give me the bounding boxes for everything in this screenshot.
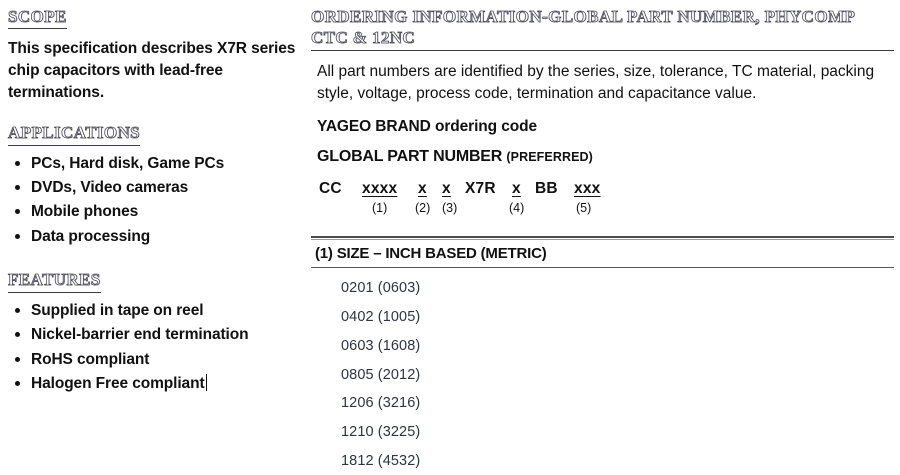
code-segment-x7r: X7R — [465, 180, 496, 198]
yageo-brand-line: YAGEO BRAND ordering code — [317, 118, 894, 136]
list-item: Mobile phones — [8, 200, 297, 224]
code-segment-size: xxxx — [362, 180, 398, 198]
code-callout-1: (1) — [372, 201, 388, 216]
preferred-note: (PREFERRED) — [506, 150, 593, 165]
global-part-number-label: GLOBAL PART NUMBER — [317, 148, 503, 166]
code-segment-cc: CC — [319, 180, 342, 198]
text-cursor — [205, 374, 207, 392]
global-part-number-line: GLOBAL PART NUMBER (PREFERRED) — [317, 148, 894, 166]
applications-heading: APPLICATIONS — [8, 122, 141, 146]
table-top-rule — [311, 236, 894, 241]
list-item: Data processing — [8, 225, 297, 249]
list-item-label: PCs, Hard disk, Game PCs — [31, 154, 225, 172]
code-segment-tc: x — [442, 180, 451, 198]
size-list: 0201 (0603) 0402 (1005) 0603 (1608) 0805… — [311, 268, 894, 475]
list-item-label: Mobile phones — [31, 203, 139, 221]
features-list: Supplied in tape on reel Nickel-barrier … — [8, 299, 297, 397]
right-column: ORDERING INFORMATION-GLOBAL PART NUMBER,… — [305, 0, 900, 469]
table-header-rule — [311, 267, 894, 269]
applications-list: PCs, Hard disk, Game PCs DVDs, Video cam… — [8, 152, 297, 250]
list-item: Supplied in tape on reel — [8, 299, 297, 323]
table-row: 0201 (0603) — [341, 280, 421, 297]
code-segment-pack: x — [512, 180, 521, 198]
code-segment-tol: x — [418, 180, 427, 198]
table-row: 0402 (1005) — [341, 309, 421, 326]
table-row: 0603 (1608) — [341, 337, 421, 354]
yageo-brand-label: YAGEO BRAND — [317, 118, 431, 136]
code-callout-4: (4) — [509, 201, 525, 216]
scope-body: This specification describes X7R series … — [8, 40, 296, 102]
list-item: Nickel-barrier end termination — [8, 323, 297, 347]
ordering-information-heading: ORDERING INFORMATION-GLOBAL PART NUMBER,… — [311, 6, 894, 51]
ordering-code-label: ordering code — [430, 118, 538, 136]
ordering-intro-text: All part numbers are identified by the s… — [317, 62, 875, 102]
code-segment-bb: BB — [535, 180, 558, 198]
table-row: 1812 (4532) — [341, 452, 421, 469]
code-callout-2: (2) — [415, 201, 431, 216]
spacer — [8, 249, 297, 269]
list-item: DVDs, Video cameras — [8, 176, 297, 200]
features-heading: FEATURES — [8, 269, 101, 293]
left-column: SCOPE This specification describes X7R s… — [0, 0, 305, 446]
list-item-label: Halogen Free compliant — [31, 375, 205, 393]
code-callout-3: (3) — [442, 201, 458, 216]
table-row: 0805 (2012) — [341, 366, 421, 383]
size-table: (1) SIZE – INCH BASED (METRIC) 0201 (060… — [311, 236, 894, 475]
scope-heading: SCOPE — [8, 6, 67, 30]
list-item: RoHS compliant — [8, 348, 297, 372]
spacer — [8, 104, 297, 122]
list-item-label: DVDs, Video cameras — [31, 178, 189, 196]
list-item: PCs, Hard disk, Game PCs — [8, 152, 297, 176]
code-segment-cap: xxx — [574, 180, 601, 198]
code-callout-5: (5) — [576, 201, 592, 216]
table-header: (1) SIZE – INCH BASED (METRIC) — [315, 245, 547, 263]
list-item-label: Nickel-barrier end termination — [31, 326, 249, 344]
list-item: Halogen Free compliant — [8, 372, 297, 396]
table-row: 1210 (3225) — [341, 423, 421, 440]
table-row: 1206 (3216) — [341, 395, 421, 412]
part-number-code-line: CC xxxx x x X7R x BB xxx (1) (2) (3) (4)… — [319, 180, 894, 226]
list-item-label: Data processing — [31, 227, 151, 245]
list-item-label: Supplied in tape on reel — [31, 301, 204, 319]
list-item-label: RoHS compliant — [31, 350, 150, 368]
